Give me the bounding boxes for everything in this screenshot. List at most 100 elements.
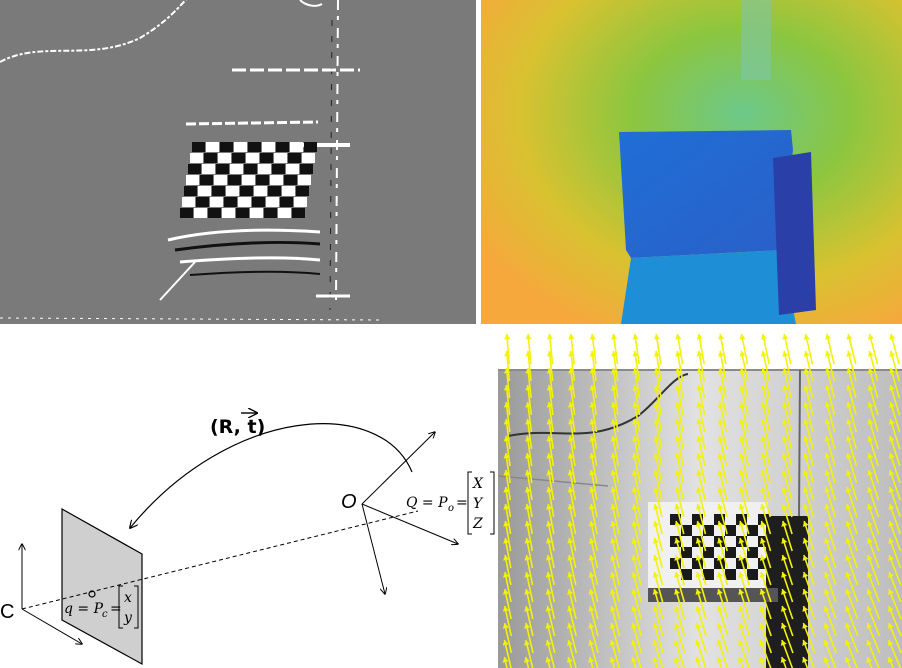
flow-arrow (630, 656, 637, 668)
flow-checker-cell (714, 558, 725, 569)
flow-arrow (738, 469, 750, 501)
flow-arrow (824, 350, 836, 382)
flow-arrow (525, 384, 533, 416)
flow-arrow (845, 588, 859, 620)
flow-arrow (739, 367, 749, 399)
flow-arrow (523, 656, 530, 668)
event-checker-cell (204, 153, 217, 163)
flow-arrow (589, 350, 597, 382)
flow-arrow (889, 333, 900, 365)
flow-arrow (802, 656, 809, 668)
flow-arrow (674, 469, 685, 501)
flow-arrow (610, 520, 620, 552)
flow-checker-cell (747, 569, 758, 580)
flow-arrow (567, 537, 577, 569)
flow-arrow (782, 350, 792, 382)
flow-arrow (504, 333, 511, 365)
event-checker-cell (200, 175, 213, 185)
flow-arrow (803, 333, 814, 365)
flow-arrow (696, 401, 706, 433)
event-checker-cell (230, 164, 243, 174)
flow-arrow (846, 418, 858, 450)
flow-arrow (845, 537, 859, 569)
flow-arrow (610, 554, 620, 586)
flow-arrow (823, 571, 837, 603)
event-checker-cell (302, 153, 315, 163)
flow-arrow (588, 622, 599, 654)
flow-arrow (867, 401, 879, 433)
transform-arrow (130, 423, 413, 528)
flow-arrow (802, 639, 815, 668)
flow-arrow (588, 588, 599, 620)
event-checker-cell (284, 175, 297, 185)
flow-arrow (588, 503, 598, 535)
flow-arrow (824, 452, 836, 484)
flow-arrow (609, 571, 621, 603)
event-checker-cell (192, 142, 205, 152)
object-axis-3 (361, 503, 385, 594)
event-checker-cell (294, 197, 307, 207)
flow-arrow (781, 520, 793, 552)
flow-arrow (610, 435, 620, 467)
flow-arrow (503, 435, 511, 467)
flow-checker-cell (736, 558, 747, 569)
camera-center-label: C (0, 601, 14, 623)
flow-arrow (589, 367, 597, 399)
event-checker-cell (286, 164, 299, 174)
flow-arrow (738, 639, 750, 668)
flow-checker-cell (747, 547, 758, 558)
event-checker-cell (220, 142, 233, 152)
flow-arrow (525, 401, 533, 433)
flow-arrow (610, 452, 620, 484)
flow-checker-cell (692, 514, 703, 525)
flow-arrow (888, 452, 901, 484)
flow-arrow (632, 384, 641, 416)
flow-arrow (653, 333, 662, 365)
image-vector-bracket-right (134, 585, 139, 629)
flow-arrow (866, 622, 881, 654)
flow-arrow (589, 418, 598, 450)
flow-arrow (674, 588, 686, 620)
event-checker-cell (274, 153, 287, 163)
flow-arrow (631, 639, 642, 668)
flow-arrow (760, 469, 771, 501)
flow-arrow (524, 469, 533, 501)
flow-arrow (609, 605, 621, 637)
flow-arrow (803, 384, 814, 416)
flow-arrow (566, 656, 573, 668)
flow-arrow (545, 656, 552, 668)
flow-arrow (888, 503, 902, 535)
flow-arrow (760, 486, 772, 518)
flow-arrow (844, 656, 852, 668)
projection-diagram: (R, t) C O q = P c = x y Q = P o = X Y Z (0, 326, 495, 666)
flow-checker-cell (725, 569, 736, 580)
image-point-equals: = (110, 601, 122, 617)
flow-arrow (610, 503, 620, 535)
flow-arrow (610, 367, 619, 399)
flow-arrow (825, 333, 835, 365)
flow-arrow (631, 605, 642, 637)
flow-arrow (653, 350, 662, 382)
flow-arrow (824, 537, 837, 569)
flow-arrow (824, 401, 836, 433)
flow-arrow (696, 418, 706, 450)
flow-arrow (782, 333, 792, 365)
flow-arrow (546, 469, 555, 501)
event-checker-cell (236, 208, 249, 218)
flow-arrow (780, 639, 794, 668)
flow-arrow (803, 435, 814, 467)
event-checkerboard (180, 142, 317, 218)
event-checker-cell (202, 164, 215, 174)
flow-arrow (566, 622, 578, 654)
flow-arrow (717, 384, 727, 416)
flow-arrow (546, 486, 555, 518)
image-point-equation: q = P (64, 601, 104, 617)
flow-arrow (568, 384, 576, 416)
world-vector-Z: Z (472, 516, 483, 532)
event-checker-cell (182, 197, 195, 207)
flow-arrow (846, 350, 857, 382)
event-checker-cell (234, 142, 247, 152)
flow-arrow (867, 367, 879, 399)
flow-arrow (824, 503, 837, 535)
flow-arrow (610, 401, 619, 433)
